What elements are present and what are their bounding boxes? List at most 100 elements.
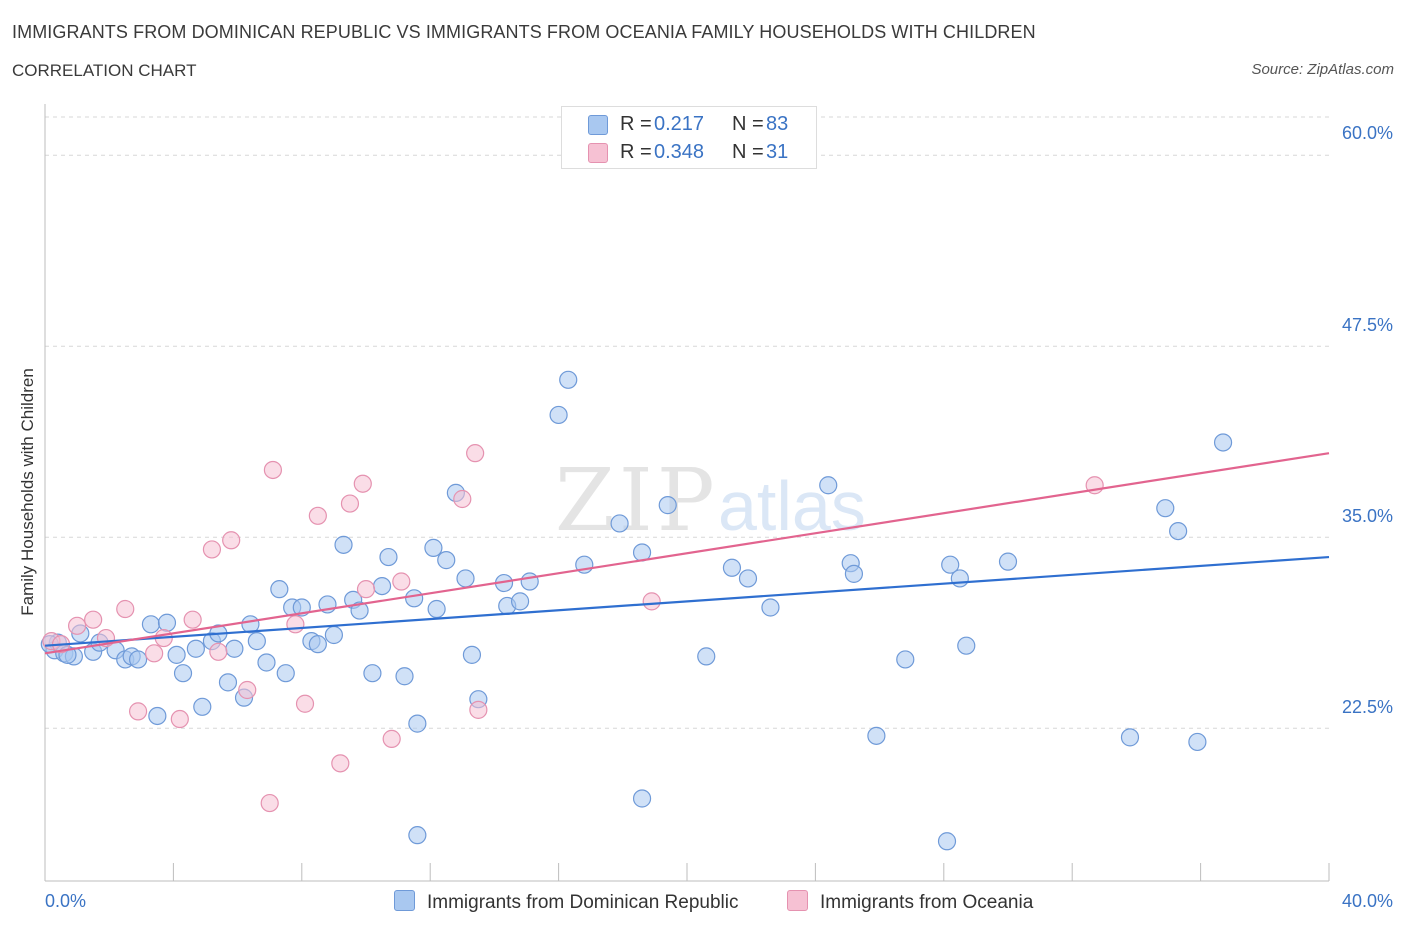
trend-lines	[44, 452, 1330, 655]
data-point	[363, 664, 382, 683]
data-point	[372, 576, 392, 596]
data-point	[1188, 732, 1207, 752]
watermark-zip: ZIP	[555, 451, 719, 551]
legend-label: Immigrants from Dominican Republic	[427, 892, 739, 913]
data-point	[462, 645, 482, 664]
data-point	[331, 754, 350, 773]
data-point	[276, 664, 295, 683]
data-point	[260, 793, 279, 813]
data-point	[257, 653, 276, 672]
n-label: N =	[732, 141, 764, 163]
data-point	[340, 494, 360, 513]
data-point	[844, 564, 864, 583]
data-point	[437, 551, 456, 570]
data-point	[427, 599, 446, 619]
data-point	[761, 598, 780, 617]
data-point	[453, 489, 472, 509]
data-point	[193, 697, 212, 716]
x-tick-label-min: 0.0%	[45, 891, 87, 911]
data-point	[1169, 521, 1188, 541]
legend-label: Immigrants from Oceania	[820, 892, 1034, 913]
data-point	[395, 667, 414, 686]
data-point	[632, 789, 652, 808]
legend-swatch-blue	[394, 890, 415, 911]
data-point	[1156, 499, 1175, 518]
data-point	[128, 702, 148, 721]
data-point	[950, 569, 969, 588]
data-point	[549, 405, 568, 425]
data-point	[941, 555, 960, 574]
data-point	[466, 444, 485, 463]
data-point	[183, 610, 202, 629]
y-axis-label: Family Households with Children	[18, 368, 37, 616]
data-point	[559, 370, 578, 389]
data-point	[324, 625, 343, 645]
x-tick-label-max: 40.0%	[1341, 891, 1393, 911]
data-point	[937, 832, 957, 851]
data-point	[819, 476, 838, 495]
legend-swatch-pink	[588, 143, 608, 163]
data-point	[379, 547, 398, 567]
trend-line	[44, 452, 1330, 655]
r-value: 0.217	[654, 113, 705, 135]
data-point	[896, 650, 915, 669]
data-point	[238, 680, 257, 700]
data-point	[1120, 728, 1140, 747]
data-point	[145, 644, 164, 663]
y-tick-label: 22.5%	[1341, 697, 1393, 717]
data-point	[128, 650, 148, 669]
legend-item-dominican: Immigrants from Dominican Republic	[394, 890, 739, 914]
r-label: R =	[620, 113, 652, 135]
data-point	[202, 540, 222, 559]
stats-legend: R = 0.217 N = 83 R = 0.348 N = 31	[561, 106, 817, 169]
r-label: R =	[620, 141, 652, 163]
watermark-atlas: atlas	[718, 467, 866, 545]
series-dominican-republic	[40, 370, 1233, 851]
data-point	[141, 615, 161, 634]
data-point	[957, 636, 976, 655]
data-point	[738, 569, 758, 588]
data-point	[350, 601, 369, 620]
data-point	[308, 506, 327, 525]
data-point	[520, 572, 539, 591]
data-point	[173, 664, 193, 683]
data-point	[247, 632, 266, 651]
data-point	[510, 592, 530, 611]
data-point	[225, 639, 244, 658]
data-point	[697, 647, 716, 666]
y-tick-label: 60.0%	[1341, 123, 1393, 143]
data-point	[456, 569, 475, 588]
data-point	[408, 714, 427, 733]
n-value: 31	[766, 141, 789, 163]
data-point	[405, 589, 424, 608]
data-point	[658, 496, 677, 515]
data-point	[308, 635, 327, 654]
legend-swatch-pink	[787, 890, 808, 911]
data-point	[722, 558, 742, 577]
chart-title: IMMIGRANTS FROM DOMINICAN REPUBLIC VS IM…	[12, 22, 1036, 42]
y-tick-label: 47.5%	[1341, 315, 1393, 335]
watermark: ZIP atlas	[555, 451, 866, 551]
legend-item-oceania: Immigrants from Oceania	[787, 890, 1033, 914]
trend-line	[44, 555, 1330, 647]
data-point	[263, 460, 283, 480]
chart-subtitle: CORRELATION CHART	[12, 61, 197, 80]
data-point	[334, 535, 353, 554]
data-point	[356, 580, 376, 599]
data-point	[610, 514, 629, 533]
legend-swatch-blue	[588, 115, 608, 135]
data-point	[270, 580, 289, 599]
r-value: 0.348	[654, 141, 705, 163]
data-point	[642, 592, 661, 611]
n-label: N =	[732, 113, 764, 135]
data-point	[148, 706, 167, 726]
data-point	[408, 826, 427, 845]
data-point	[392, 572, 411, 591]
data-point	[186, 639, 205, 658]
data-point	[469, 700, 488, 719]
data-point	[116, 599, 135, 619]
data-point	[84, 610, 103, 629]
data-point	[353, 474, 372, 493]
data-point	[295, 694, 315, 713]
